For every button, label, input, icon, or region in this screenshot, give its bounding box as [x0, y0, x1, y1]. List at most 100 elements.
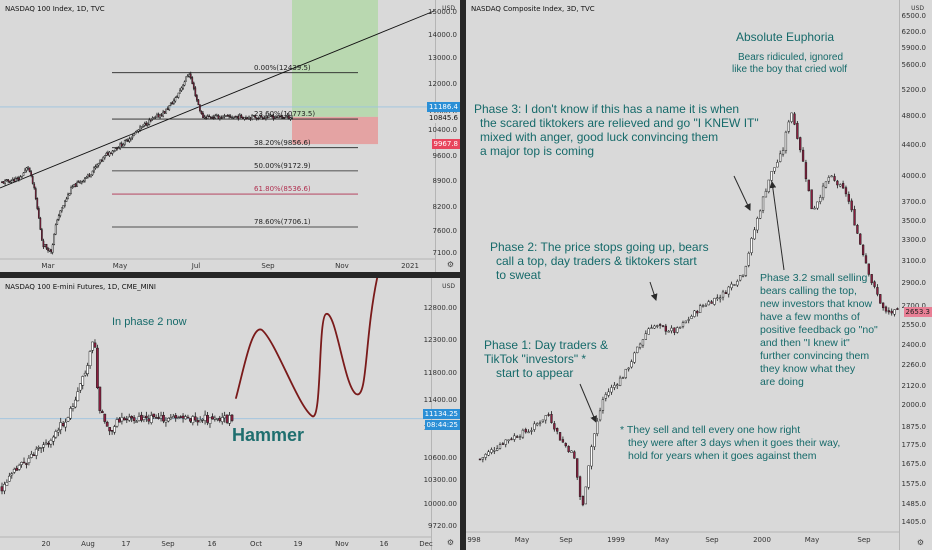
chart-title: NASDAQ Composite Index, 3D, TVC — [471, 5, 595, 13]
candle-body — [49, 440, 53, 445]
candle-body — [142, 124, 145, 127]
nasdaq100-index-chart[interactable]: NASDAQ 100 Index, 1D, TVC USD ⚙ 0.00%(12… — [0, 0, 460, 272]
candle-body — [185, 76, 187, 82]
note-line: the scared tiktokers are relieved and go… — [480, 116, 759, 130]
phase-note: In phase 2 now — [112, 316, 187, 328]
candle-body — [647, 328, 650, 335]
candle-body — [673, 327, 676, 333]
price-tick-label: 2550.0 — [901, 321, 927, 330]
candle-body — [217, 115, 220, 119]
candle-body — [22, 461, 26, 464]
nasdaq100-futures-plot[interactable] — [0, 278, 460, 550]
candle-body — [156, 114, 158, 118]
candle-body — [41, 229, 43, 241]
candle-body — [759, 210, 762, 219]
candle-body — [504, 439, 507, 445]
nasdaq-composite-plot[interactable] — [466, 0, 932, 550]
candle-body — [94, 166, 97, 169]
gear-icon[interactable]: ⚙ — [446, 538, 454, 547]
note-line: Phase 3: I don't know if this has a name… — [474, 102, 740, 116]
candle-body — [226, 114, 229, 117]
price-axis[interactable] — [435, 0, 460, 272]
candle-body — [166, 108, 169, 110]
candle-body — [98, 386, 102, 411]
candle-body — [781, 150, 785, 155]
price-tick-label: 2000.0 — [901, 401, 927, 410]
candle-body — [254, 115, 257, 118]
price-tick-label: 10300.00 — [423, 476, 457, 485]
candle-body — [86, 365, 89, 375]
note-line: Phase 1: Day traders & — [484, 338, 609, 352]
candle-body — [163, 111, 166, 114]
candle-body — [117, 147, 120, 150]
candle-body — [36, 198, 39, 209]
candle-body — [676, 327, 679, 333]
candle-body — [627, 367, 630, 370]
currency-unit: USD — [911, 5, 924, 12]
price-axis[interactable] — [899, 0, 932, 550]
candle-body — [816, 201, 819, 209]
candle-body — [275, 116, 278, 118]
candle-series — [1, 71, 293, 255]
candle-body — [604, 394, 607, 399]
candle-body — [739, 275, 742, 281]
candle-body — [510, 438, 513, 441]
candle-body — [541, 419, 545, 422]
candle-body — [122, 417, 126, 421]
candle-body — [47, 443, 50, 445]
price-tick-label: 3500.0 — [901, 216, 927, 225]
candle-body — [807, 179, 810, 192]
candle-body — [160, 114, 163, 117]
note-line: hold for years when it goes against them — [628, 450, 817, 462]
candle-body — [182, 84, 184, 89]
candle-body — [180, 87, 183, 91]
note-line: positive feedback go "no" — [760, 324, 878, 336]
candle-body — [206, 116, 209, 119]
candle-body — [154, 116, 157, 118]
candle-body — [165, 108, 168, 114]
candle-body — [198, 419, 202, 423]
candle-body — [215, 418, 219, 420]
note-line: bears calling the top, — [760, 285, 857, 297]
note-line: like the boy that cried wolf — [732, 64, 848, 75]
candle-body — [235, 116, 238, 118]
time-tick-label: Nov — [335, 262, 349, 270]
candle-body — [62, 205, 65, 209]
candle-body — [25, 463, 28, 465]
gear-icon[interactable]: ⚙ — [916, 538, 924, 547]
candle-body — [0, 486, 4, 492]
candle-body — [844, 187, 848, 195]
candle-body — [188, 74, 191, 77]
candle-body — [184, 416, 187, 420]
candle-body — [215, 114, 218, 117]
candle-body — [824, 181, 828, 188]
nasdaq100-index-plot[interactable] — [0, 0, 460, 272]
candle-body — [719, 297, 722, 300]
nasdaq100-futures-chart[interactable]: NASDAQ 100 E-mini Futures, 1D, CME_MINI … — [0, 278, 460, 550]
candle-body — [841, 183, 845, 189]
time-tick-label: 16 — [379, 540, 389, 548]
candle-body — [793, 113, 796, 125]
candle-body — [1, 181, 3, 184]
time-tick-label: May — [654, 536, 670, 544]
candle-body — [179, 416, 182, 418]
candle-body — [498, 444, 502, 449]
candle-body — [93, 167, 95, 172]
candle-body — [146, 123, 149, 126]
gear-icon[interactable]: ⚙ — [446, 260, 454, 269]
price-tick-label: 11400.00 — [423, 396, 457, 404]
candle-body — [770, 171, 773, 181]
fib-level-label: 78.60%(7706.1) — [254, 218, 311, 227]
candle-body — [698, 305, 702, 313]
candle-body — [74, 183, 77, 187]
candle-body — [274, 117, 276, 119]
stop-zone — [292, 116, 378, 145]
candle-body — [64, 200, 66, 206]
currency-unit: USD — [442, 5, 455, 12]
candle-body — [228, 115, 230, 117]
candle-body — [237, 115, 240, 119]
fib-level-label: 0.00%(12439.5) — [254, 63, 311, 72]
nasdaq-composite-chart[interactable]: NASDAQ Composite Index, 3D, TVC USD Abso… — [466, 0, 932, 550]
trendline — [0, 9, 437, 189]
candle-body — [152, 413, 156, 417]
